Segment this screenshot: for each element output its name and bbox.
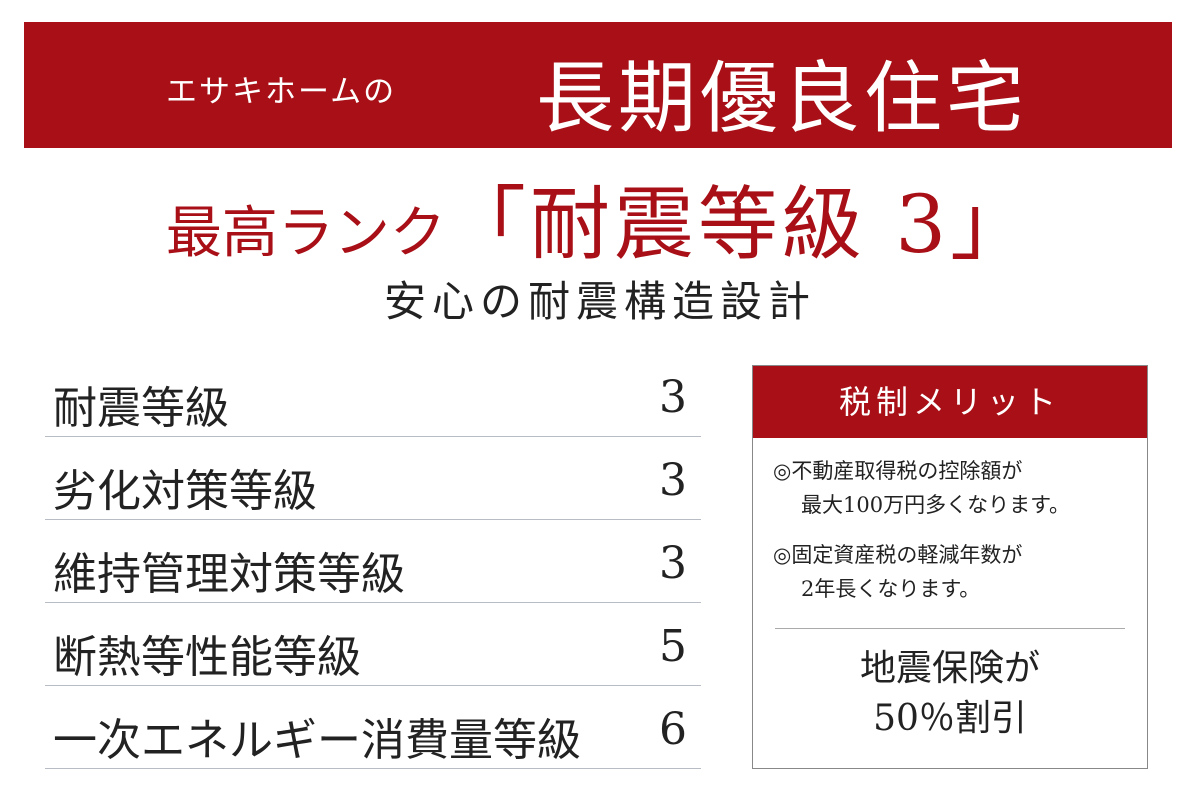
- grade-label: 維持管理対策等級: [53, 549, 405, 600]
- tax-note-line: 2年長くなります。: [801, 577, 981, 601]
- main-title: 長期優良住宅: [536, 54, 1029, 144]
- grade-label: 一次エネルギー消費量等級: [53, 715, 581, 766]
- tax-merit-title: 税制メリット: [753, 366, 1147, 438]
- grade-row: 維持管理対策等級 3: [45, 520, 701, 603]
- insurance-line: 地震保険が: [859, 648, 1040, 689]
- grade-row: 劣化対策等級 3: [45, 437, 701, 520]
- tax-note-line: ◎固定資産税の軽減年数が: [773, 543, 1023, 567]
- grade-value: 3: [659, 372, 687, 423]
- grade-label: 耐震等級: [53, 383, 229, 434]
- headline-highlight: 「耐震等級 3」: [445, 178, 1035, 271]
- headline-prefix: 最高ランク: [165, 201, 446, 266]
- tax-note-line: 最大100万円多くなります。: [801, 493, 1070, 517]
- tax-note-line: ◎不動産取得税の控除額が: [773, 459, 1023, 483]
- divider: [775, 628, 1125, 629]
- tax-note: ◎不動産取得税の控除額が 最大100万円多くなります。: [773, 454, 1070, 522]
- subtitle: 安心の耐震構造設計: [383, 277, 816, 326]
- insurance-line: 50％割引: [873, 698, 1027, 739]
- grade-value: 3: [659, 455, 687, 506]
- grade-value: 5: [659, 621, 687, 672]
- insurance-discount: 地震保険が 50％割引: [753, 644, 1147, 744]
- grade-value: 6: [659, 704, 687, 755]
- title-banner: エサキホームの 長期優良住宅: [24, 22, 1172, 148]
- headline: 最高ランク「耐震等級 3」: [0, 160, 1200, 276]
- brand-name: エサキホームの: [166, 74, 397, 110]
- grade-label: 劣化対策等級: [53, 466, 317, 517]
- grade-row: 断熱等性能等級 5: [45, 603, 701, 686]
- grade-value: 3: [659, 538, 687, 589]
- grade-label: 断熱等性能等級: [53, 632, 361, 683]
- grade-row: 耐震等級 3: [45, 354, 701, 437]
- tax-merit-box: 税制メリット ◎不動産取得税の控除額が 最大100万円多くなります。 ◎固定資産…: [752, 365, 1148, 769]
- grade-row: 一次エネルギー消費量等級 6: [45, 686, 701, 769]
- tax-note: ◎固定資産税の軽減年数が 2年長くなります。: [773, 538, 1022, 606]
- grade-table: 耐震等級 3 劣化対策等級 3 維持管理対策等級 3 断熱等性能等級 5 一次エネルギー…: [45, 354, 701, 769]
